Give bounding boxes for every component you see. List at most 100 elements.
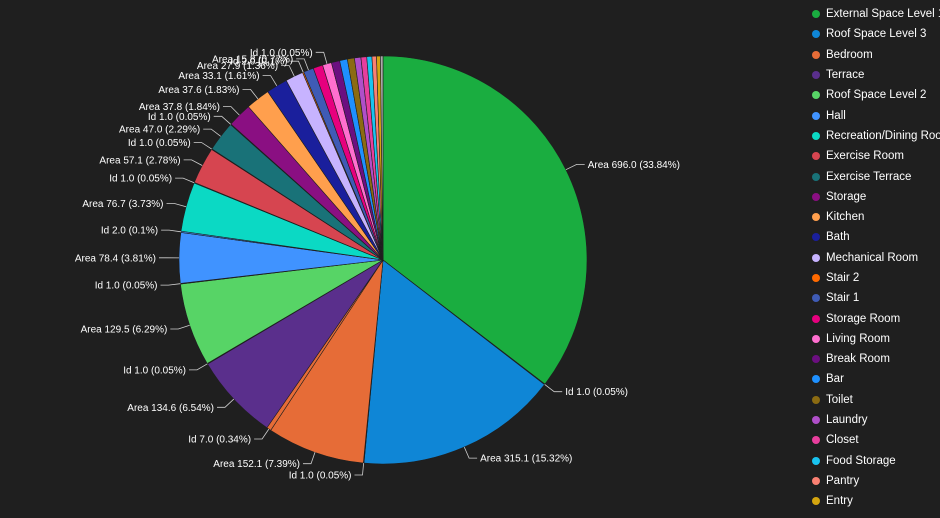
legend-item[interactable]: Bath (812, 227, 940, 247)
legend-color-dot (812, 456, 820, 465)
legend-color-dot (812, 274, 820, 282)
legend: External Space Level 1 Roof Space Level 3… (812, 4, 940, 511)
legend-label: Bar (826, 373, 844, 386)
leader-line (354, 463, 364, 476)
legend-label: Food Storage (826, 454, 896, 467)
legend-item[interactable]: Hall (812, 105, 940, 125)
leader-line (565, 163, 585, 171)
legend-label: Closet (826, 434, 859, 447)
data-label: Id 1.0 (0.05%) (109, 174, 172, 185)
legend-item[interactable]: Entry (812, 491, 940, 511)
data-label: Area 37.6 (1.83%) (158, 85, 239, 96)
data-label: Area 15.8 (0.77%) (212, 54, 293, 65)
legend-item[interactable]: Mechanical Room (812, 248, 940, 268)
legend-color-dot (812, 476, 820, 485)
leader-line (262, 75, 278, 87)
data-label: Id 1.0 (0.05%) (565, 387, 628, 398)
leader-line (463, 446, 478, 459)
legend-label: Bath (826, 231, 850, 244)
legend-label: Roof Space Level 2 (826, 89, 927, 102)
legend-label: Toilet (826, 393, 853, 406)
legend-color-dot (812, 111, 820, 120)
legend-item[interactable]: Stair 2 (812, 268, 940, 288)
data-label: Area 134.6 (6.54%) (127, 403, 214, 414)
legend-color-dot (812, 213, 820, 222)
data-labels: Area 696.0 (33.84%) Id 1.0 (0.05%) Area 31… (75, 48, 680, 482)
legend-item[interactable]: Pantry (812, 471, 940, 491)
data-label: Area 33.1 (1.61%) (178, 71, 259, 82)
legend-color-dot (812, 50, 820, 59)
legend-item[interactable]: Terrace (812, 65, 940, 85)
legend-item[interactable]: Roof Space Level 3 (812, 24, 940, 44)
legend-item[interactable]: External Space Level 1 (812, 4, 940, 24)
legend-label: Living Room (826, 332, 890, 345)
legend-color-dot (812, 152, 820, 161)
legend-label: Stair 1 (826, 292, 860, 305)
pie-slice[interactable] (270, 259, 384, 464)
legend-label: Terrace (826, 69, 865, 82)
legend-color-dot (812, 395, 820, 404)
legend-item[interactable]: Living Room (812, 329, 940, 349)
data-label: Area 57.1 (2.78%) (99, 155, 180, 166)
legend-item[interactable]: Recreation/Dining Room (812, 126, 940, 146)
legend-item[interactable]: Exercise Terrace (812, 166, 940, 186)
legend-item[interactable]: Roof Space Level 2 (812, 85, 940, 105)
legend-item[interactable]: Bedroom (812, 45, 940, 65)
leader-line (242, 89, 259, 100)
legend-item[interactable]: Food Storage (812, 451, 940, 471)
legend-item[interactable]: Kitchen (812, 207, 940, 227)
legend-label: Break Room (826, 353, 890, 366)
leader-line (223, 106, 240, 116)
legend-item[interactable]: Storage (812, 187, 940, 207)
legend-label: Recreation/Dining Room (826, 129, 940, 142)
pie-chart: Area 696.0 (33.84%) Id 1.0 (0.05%) Area 31… (75, 48, 680, 482)
legend-color-dot (812, 233, 820, 242)
leader-line (296, 58, 309, 71)
leader-line (203, 128, 221, 137)
legend-color-dot (812, 294, 820, 303)
legend-label: Hall (826, 109, 846, 122)
legend-item[interactable]: Toilet (812, 390, 940, 410)
legend-label: Storage (826, 190, 867, 203)
pie-slice[interactable] (380, 55, 384, 261)
leader-line (170, 324, 190, 330)
data-label: Id 1.0 (0.05%) (95, 281, 158, 292)
legend-color-dot (812, 71, 820, 80)
leader-line (254, 428, 270, 440)
leader-line (290, 60, 304, 73)
leader-line (161, 229, 182, 233)
data-label: Id 1.0 (0.05%) (123, 365, 186, 376)
leader-line (166, 203, 187, 208)
data-label: Id 1.0 (0.05%) (128, 138, 191, 149)
pie-slice[interactable] (382, 55, 588, 385)
leader-line (315, 51, 328, 64)
data-label: Area 315.1 (15.32%) (480, 454, 572, 465)
leader-line (303, 452, 316, 465)
data-label: Id 7.0 (0.34%) (188, 435, 251, 446)
leader-line (217, 398, 235, 408)
legend-item[interactable]: Bar (812, 369, 940, 389)
legend-item[interactable]: Closet (812, 430, 940, 450)
legend-item[interactable]: Break Room (812, 349, 940, 369)
data-label: Id 2.0 (0.1%) (230, 57, 287, 68)
legend-item[interactable]: Laundry (812, 410, 940, 430)
legend-color-dot (812, 30, 820, 39)
leader-line (189, 363, 208, 371)
data-label: Area 37.8 (1.84%) (139, 102, 220, 113)
legend-color-dot (812, 355, 820, 364)
legend-label: Kitchen (826, 211, 865, 224)
leader-line (183, 159, 203, 166)
data-label: Area 47.0 (2.29%) (119, 125, 200, 136)
legend-color-dot (812, 436, 820, 445)
legend-color-dot (812, 375, 820, 384)
legend-color-dot (812, 334, 820, 343)
legend-color-dot (812, 497, 820, 506)
legend-item[interactable]: Stair 1 (812, 288, 940, 308)
leader-line (213, 115, 231, 125)
data-label: Area 27.9 (1.36%) (197, 61, 278, 72)
legend-item[interactable]: Exercise Room (812, 146, 940, 166)
leader-line (160, 283, 181, 286)
legend-color-dot (812, 253, 820, 262)
legend-item[interactable]: Storage Room (812, 308, 940, 328)
legend-label: Exercise Terrace (826, 170, 912, 183)
